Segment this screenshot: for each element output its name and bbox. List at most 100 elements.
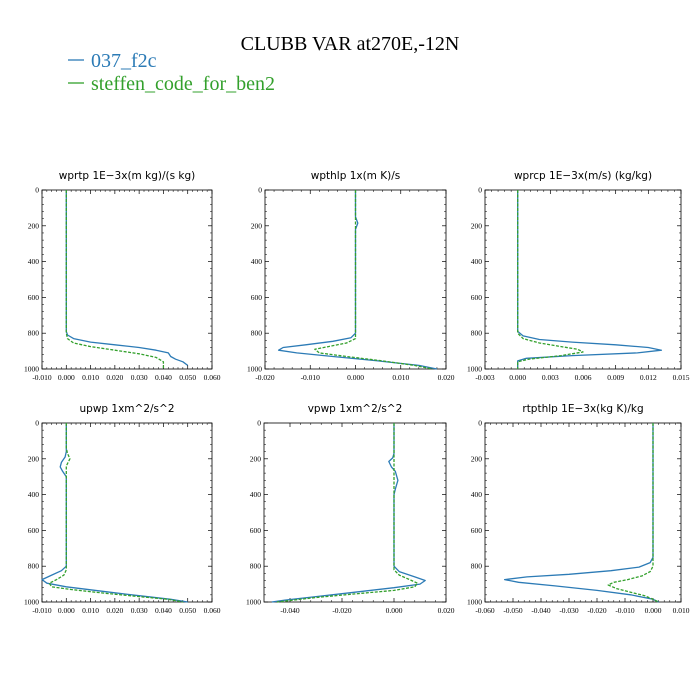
x-tick-label: 0.012 <box>640 373 657 382</box>
series-line-steffen_code_for_ben2 <box>607 423 659 603</box>
panel-title: wprcp 1E−3x(m/s) (kg/kg) <box>514 170 652 182</box>
x-tick-label: 0.000 <box>58 606 75 615</box>
y-tick-label: 200 <box>28 221 40 230</box>
y-tick-label: 400 <box>28 257 40 266</box>
panel-6: rtpthlp 1E−3x(kg K)/kg -0.060 -0.050 -0.040… <box>467 403 690 615</box>
y-tick-label: 400 <box>471 257 483 266</box>
x-tick-label: -0.040 <box>531 606 551 615</box>
series-line-steffen_code_for_ben2 <box>48 423 184 603</box>
series-line-037_f2c <box>65 190 189 366</box>
x-tick-label: 0.060 <box>204 373 221 382</box>
y-tick-label: 1000 <box>247 365 262 374</box>
y-tick-label: 800 <box>28 562 40 571</box>
plot-frame <box>41 422 213 603</box>
y-tick-label: 0 <box>257 419 261 428</box>
y-tick-label: 0 <box>478 419 482 428</box>
y-tick-label: 800 <box>28 329 40 338</box>
x-tick-label: -0.003 <box>475 373 495 382</box>
y-tick-label: 400 <box>250 490 262 499</box>
x-tick-label: 0.000 <box>386 606 403 615</box>
legend-label-1: 037_f2c <box>91 50 157 72</box>
x-tick-label: 0.020 <box>106 373 123 382</box>
panel-title: wprtp 1E−3x(m kg)/(s kg) <box>59 170 196 182</box>
x-tick-label: 0.000 <box>347 373 364 382</box>
panel-title: wpthlp 1x(m K)/s <box>311 170 401 182</box>
x-tick-label: -0.010 <box>32 606 52 615</box>
y-tick-label: 200 <box>471 454 483 463</box>
x-tick-label: 0.010 <box>392 373 409 382</box>
panel-2: wpthlp 1x(m K)/s -0.020 -0.010 0.000 0.010 0.… <box>247 170 455 382</box>
series-line-037_f2c <box>277 190 438 370</box>
y-tick-label: 1000 <box>467 365 482 374</box>
plot-frame <box>484 422 682 603</box>
y-tick-label: 200 <box>250 454 262 463</box>
x-tick-label: 0.009 <box>607 373 624 382</box>
x-tick-label: 0.030 <box>131 606 148 615</box>
x-tick-label: 0.003 <box>542 373 559 382</box>
x-tick-label: 0.000 <box>509 373 526 382</box>
x-tick-label: 0.050 <box>179 606 196 615</box>
x-tick-label: -0.010 <box>615 606 635 615</box>
x-tick-label: 0.040 <box>155 606 172 615</box>
y-tick-label: 800 <box>471 562 483 571</box>
series-line-steffen_code_for_ben2 <box>314 190 433 370</box>
panel-title: vpwp 1xm^2/s^2 <box>308 403 403 415</box>
y-tick-label: 400 <box>251 257 263 266</box>
y-tick-label: 0 <box>35 419 39 428</box>
x-tick-label: 0.010 <box>82 606 99 615</box>
series-line-steffen_code_for_ben2 <box>65 190 165 369</box>
x-tick-label: 0.000 <box>645 606 662 615</box>
y-tick-label: 1000 <box>24 598 39 607</box>
y-tick-label: 1000 <box>246 598 261 607</box>
panel-title: upwp 1xm^2/s^2 <box>80 403 175 415</box>
y-tick-label: 400 <box>471 490 483 499</box>
x-tick-label: -0.010 <box>301 373 321 382</box>
panel-4: upwp 1xm^2/s^2 -0.010 0.000 0.010 0.020 0.030… <box>24 403 221 615</box>
y-tick-label: 600 <box>471 526 483 535</box>
y-tick-label: 600 <box>471 293 483 302</box>
series-line-037_f2c <box>503 423 659 603</box>
y-tick-label: 800 <box>251 329 263 338</box>
y-tick-label: 400 <box>28 490 40 499</box>
figure-title: CLUBB VAR at270E,-12N <box>241 33 460 55</box>
x-tick-label: 0.020 <box>106 606 123 615</box>
y-tick-label: 800 <box>250 562 262 571</box>
series-line-steffen_code_for_ben2 <box>276 423 419 603</box>
panel-1: wprtp 1E−3x(m kg)/(s kg) -0.010 0.000 0.010… <box>24 170 221 382</box>
series-line-037_f2c <box>41 423 188 603</box>
y-tick-label: 600 <box>28 526 40 535</box>
x-tick-label: -0.010 <box>32 373 52 382</box>
x-tick-label: 0.060 <box>204 606 221 615</box>
y-tick-label: 0 <box>35 186 39 195</box>
x-tick-label: 0.006 <box>575 373 592 382</box>
series-line-037_f2c <box>271 423 426 603</box>
y-tick-label: 200 <box>251 221 263 230</box>
plot-frame <box>41 189 213 370</box>
y-tick-label: 600 <box>28 293 40 302</box>
x-tick-label: 0.000 <box>58 373 75 382</box>
x-tick-label: 0.010 <box>673 606 690 615</box>
x-tick-label: 0.010 <box>82 373 99 382</box>
x-tick-label: 0.040 <box>155 373 172 382</box>
x-tick-label: 0.050 <box>179 373 196 382</box>
y-tick-label: 0 <box>478 186 482 195</box>
x-tick-label: -0.050 <box>503 606 523 615</box>
y-tick-label: 1000 <box>24 365 39 374</box>
y-tick-label: 1000 <box>467 598 482 607</box>
x-tick-label: 0.030 <box>131 373 148 382</box>
y-tick-label: 600 <box>250 526 262 535</box>
x-tick-label: -0.020 <box>332 606 352 615</box>
y-tick-label: 200 <box>471 221 483 230</box>
y-tick-label: 600 <box>251 293 263 302</box>
panel-5: vpwp 1xm^2/s^2 -0.040 -0.020 0.000 0.020 0 200… <box>246 403 455 615</box>
series-line-steffen_code_for_ben2 <box>517 190 584 369</box>
x-tick-label: -0.020 <box>587 606 607 615</box>
legend-label-2: steffen_code_for_ben2 <box>91 73 275 95</box>
plot-frame <box>263 422 447 603</box>
panels: wprtp 1E−3x(m kg)/(s kg) -0.010 0.000 0.010… <box>24 170 690 615</box>
legend: 037_f2c steffen_code_for_ben2 <box>68 50 275 95</box>
series-line-037_f2c <box>517 190 663 369</box>
panel-title: rtpthlp 1E−3x(kg K)/kg <box>522 403 643 415</box>
x-tick-label: -0.030 <box>559 606 579 615</box>
